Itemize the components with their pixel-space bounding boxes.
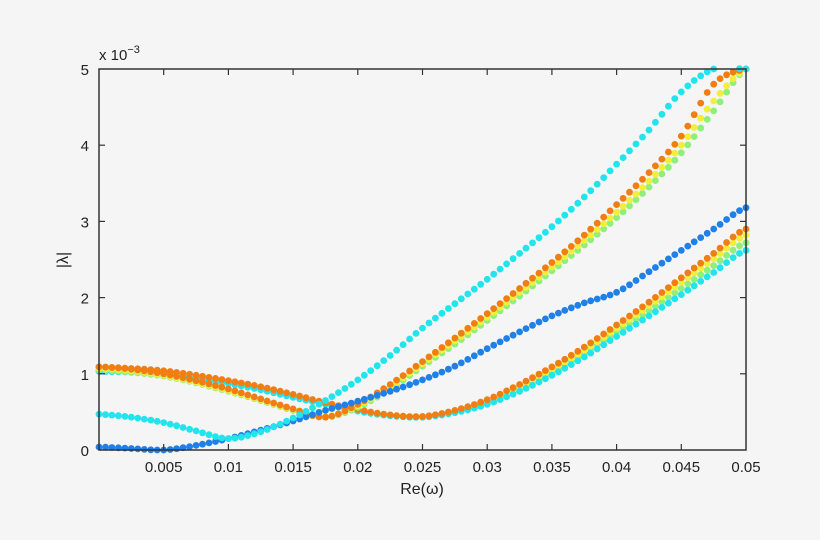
y-axis: 0 1 2 3 4 5 [81, 62, 746, 460]
x-axis-label: Re(ω) [400, 481, 444, 498]
x-axis: 0.005 0.01 0.015 0.02 0.025 0.03 0.035 0.04 0.04… [145, 69, 761, 476]
x-tick-label: 0.005 [145, 459, 183, 476]
x-tick-label: 0.03 [473, 459, 502, 476]
y-scale-multiplier: x 10−3 [99, 44, 140, 64]
x-tick-label: 0.05 [731, 459, 760, 476]
x-tick-label: 0.02 [343, 459, 372, 476]
y-tick-label: 4 [81, 138, 89, 155]
series-orange-lower [95, 225, 750, 421]
y-tick-label: 3 [81, 214, 89, 231]
y-tick-label: 5 [81, 62, 89, 79]
data-points [95, 65, 750, 454]
y-axis-label: |λ| [55, 252, 72, 268]
x-tick-label: 0.035 [533, 459, 571, 476]
plot-frame [98, 68, 747, 451]
x-tick-label: 0.01 [214, 459, 243, 476]
y-tick-label: 0 [81, 443, 89, 460]
x-tick-label: 0.015 [274, 459, 312, 476]
series-cyan-steep [95, 65, 750, 442]
series-orange-steep [95, 65, 750, 421]
series-yellow-steep [95, 65, 750, 420]
y-tick-label: 1 [81, 367, 89, 384]
x-tick-label: 0.025 [404, 459, 442, 476]
y-tick-label: 2 [81, 291, 89, 308]
series-green-steep [95, 65, 750, 421]
x-tick-label: 0.04 [602, 459, 631, 476]
x-tick-label: 0.045 [663, 459, 701, 476]
